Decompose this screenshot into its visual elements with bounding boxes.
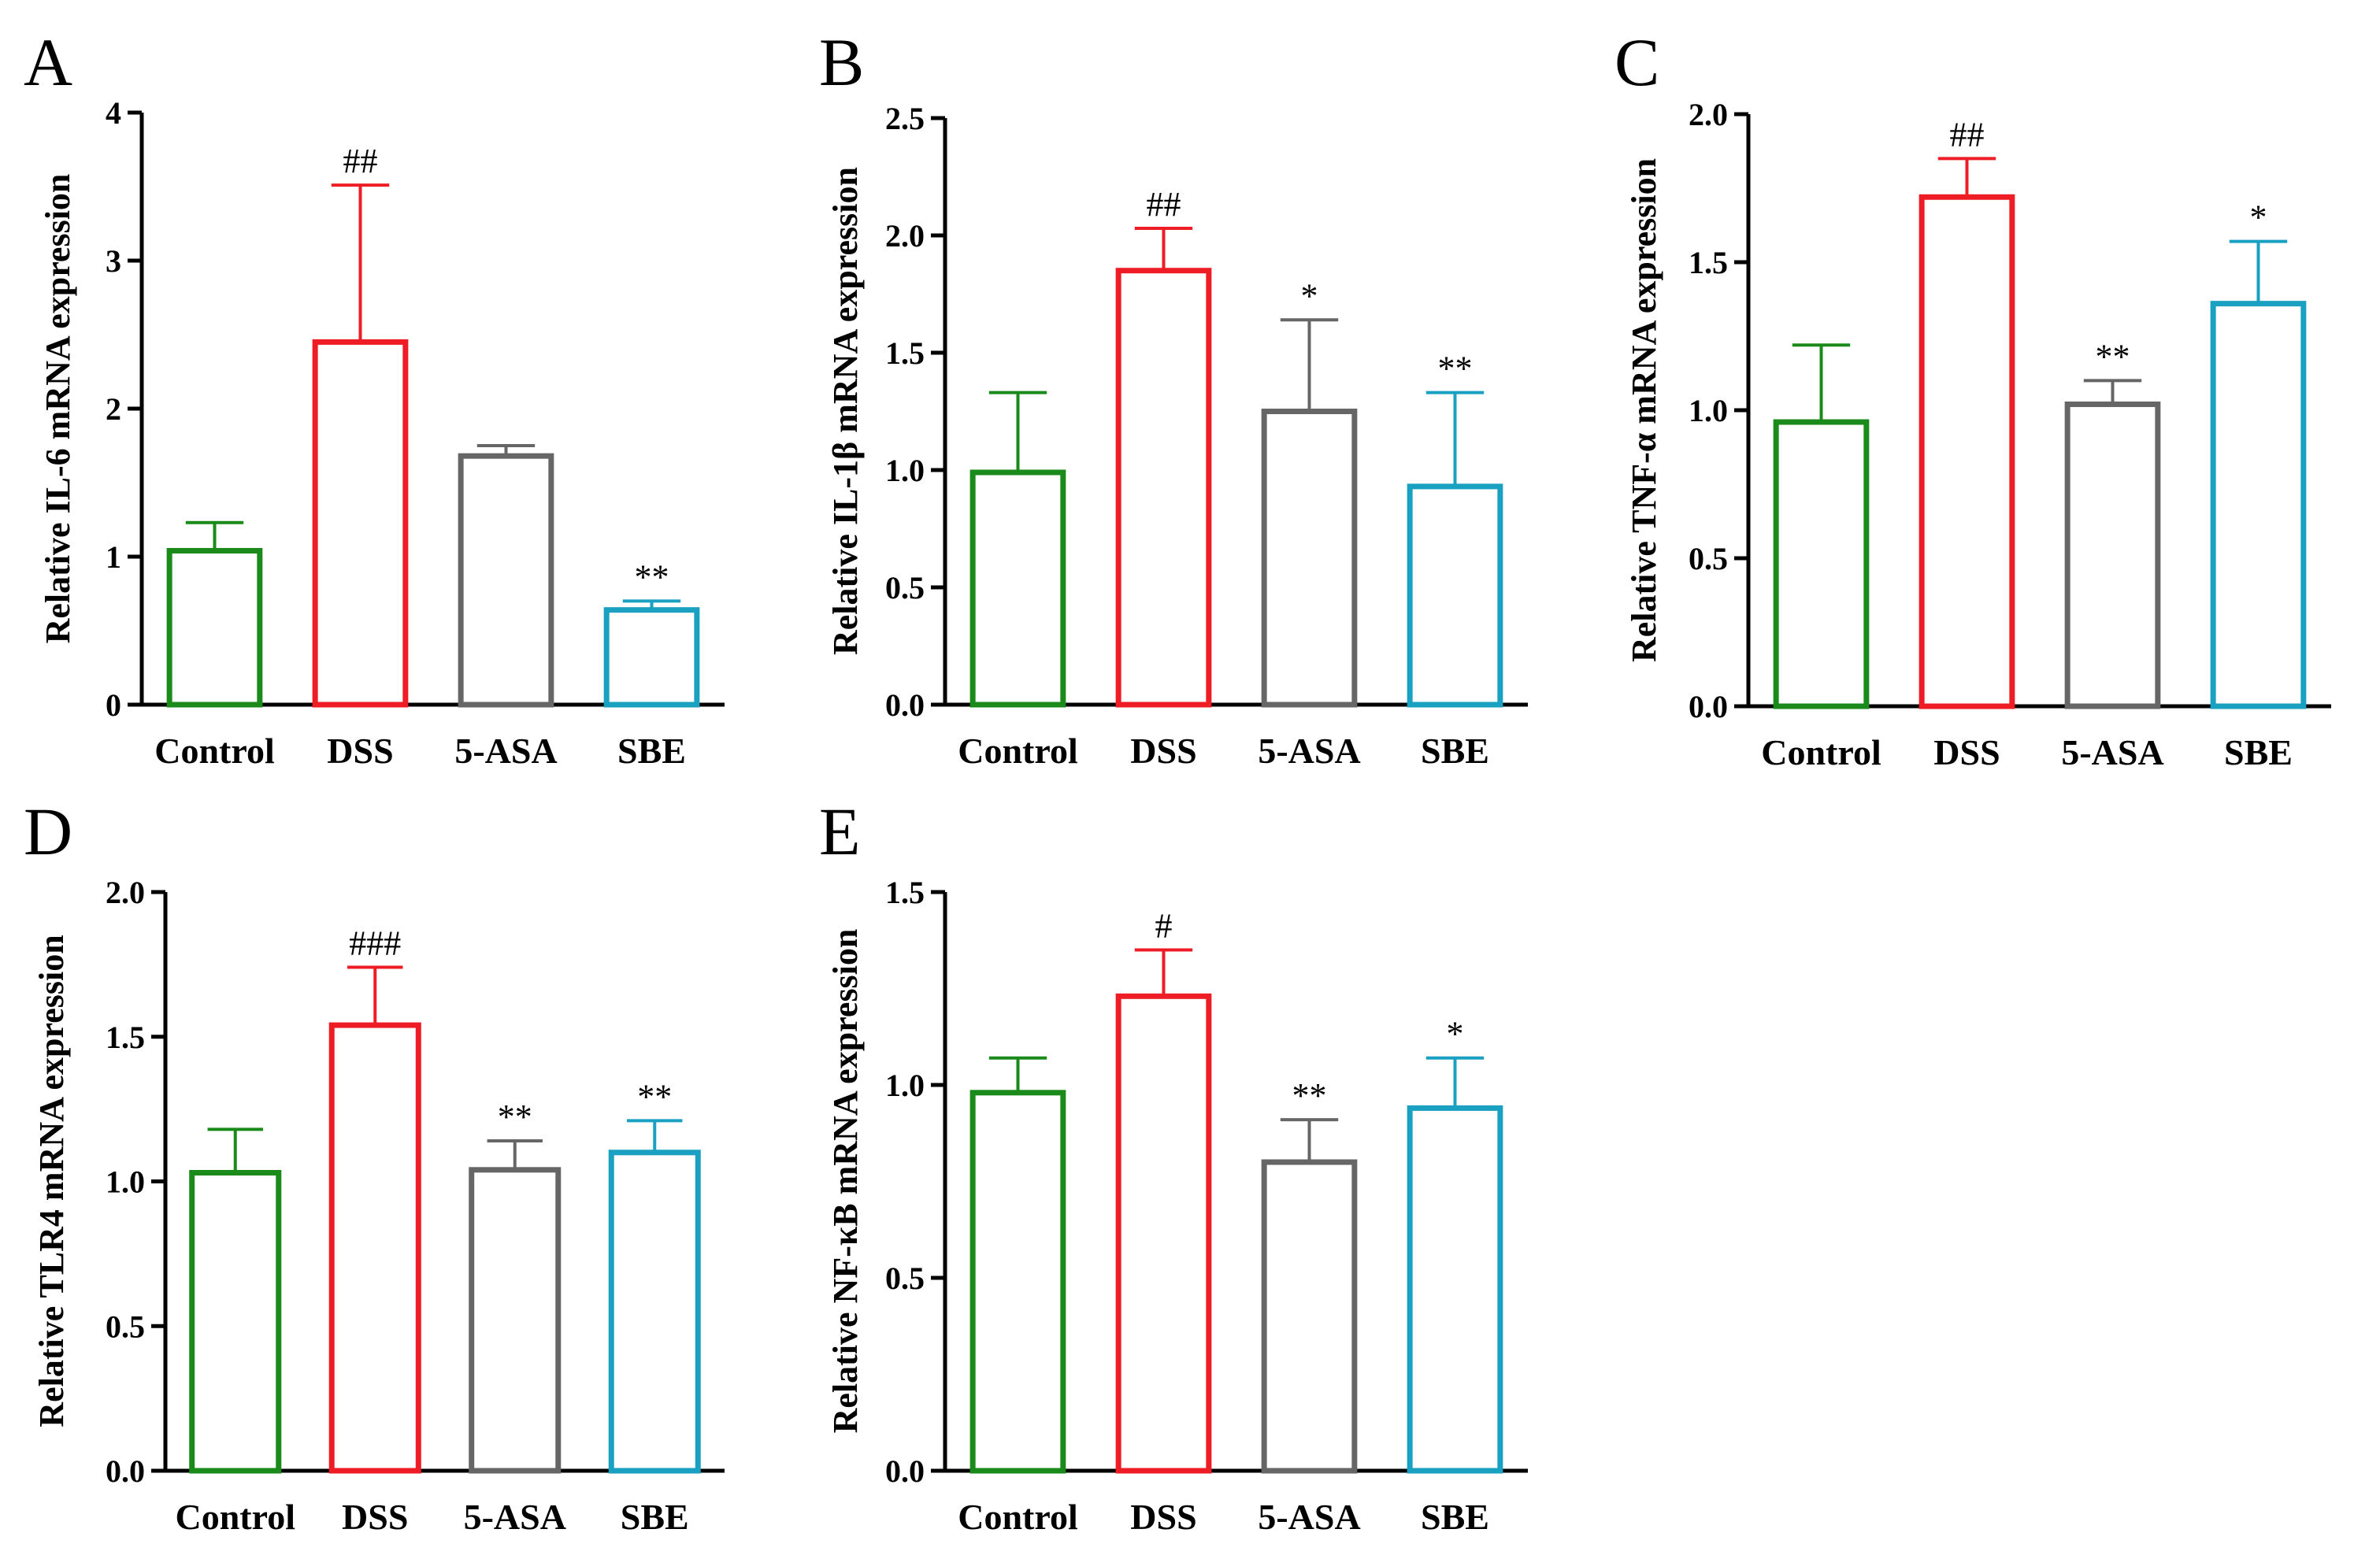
y-tick-label-b: 2.5	[885, 101, 925, 136]
bar-b	[1407, 483, 1503, 708]
y-tick-label-b: 1.0	[885, 453, 925, 488]
y-tick-label-b: 0.5	[885, 570, 925, 605]
y-tick-label-d: 0.0	[106, 1453, 145, 1489]
panel-letter-e: E	[819, 794, 861, 869]
bar-d	[328, 1022, 421, 1474]
significance-label-d: **	[637, 1077, 672, 1116]
y-tick-label-c: 1.0	[1689, 393, 1728, 428]
y-tick-label-d: 0.5	[106, 1309, 145, 1344]
y-tick-label-c: 0.5	[1689, 541, 1728, 576]
y-axis-title-d: Relative TLR4 mRNA expression	[32, 935, 71, 1427]
x-category-label-b: Control	[958, 731, 1078, 771]
bar-e	[1261, 1159, 1358, 1474]
bar-e	[1407, 1105, 1503, 1474]
y-axis-title-e: Relative NF-κB mRNA expression	[826, 929, 865, 1434]
y-tick-label-a: 0	[106, 687, 121, 723]
y-tick-label-e: 0.5	[885, 1261, 925, 1296]
y-tick-label-a: 4	[106, 95, 121, 131]
x-category-label-e: Control	[958, 1497, 1078, 1537]
y-tick-label-e: 0.0	[885, 1453, 925, 1489]
y-tick-label-c: 1.5	[1689, 245, 1728, 280]
y-tick-label-b: 2.0	[885, 218, 925, 254]
panel-b: B Relative IL-1β mRNA expression 0.0 0.5 1…	[819, 24, 1528, 771]
y-tick-label-d: 1.0	[106, 1164, 145, 1200]
bar-a	[458, 453, 554, 708]
bar-a	[603, 607, 700, 708]
x-category-label-d: DSS	[342, 1497, 408, 1537]
x-category-label-a: SBE	[617, 731, 686, 771]
x-category-label-b: SBE	[1421, 731, 1489, 771]
x-category-label-d: Control	[176, 1497, 296, 1537]
x-category-label-e: DSS	[1130, 1497, 1196, 1537]
x-category-label-c: 5-ASA	[2061, 732, 2163, 772]
y-tick-label-e: 1.0	[885, 1068, 925, 1103]
y-tick-label-c: 2.0	[1689, 97, 1728, 132]
y-axis-title-a: Relative IL-6 mRNA expression	[39, 174, 77, 644]
bar-b	[1115, 268, 1212, 708]
x-category-label-e: 5-ASA	[1258, 1497, 1360, 1537]
y-tick-label-a: 2	[106, 391, 121, 427]
bar-c	[2064, 401, 2161, 709]
y-tick-label-d: 1.5	[106, 1020, 145, 1055]
significance-label-b: *	[1301, 276, 1318, 315]
bar-d	[189, 1169, 282, 1474]
bar-b	[1261, 409, 1358, 708]
x-category-label-d: SBE	[621, 1497, 689, 1537]
bar-c	[1773, 419, 1870, 709]
significance-label-a: ##	[343, 142, 378, 180]
y-tick-label-b: 1.5	[885, 335, 925, 371]
significance-label-c: ##	[1950, 115, 1985, 154]
panel-letter-d: D	[24, 794, 72, 869]
significance-label-a: **	[635, 557, 669, 596]
x-category-label-b: DSS	[1130, 731, 1196, 771]
x-category-label-a: 5-ASA	[454, 731, 557, 771]
bar-d	[469, 1167, 562, 1474]
significance-label-e: #	[1155, 907, 1173, 946]
bar-e	[1115, 993, 1212, 1474]
bar-c	[1918, 194, 2015, 709]
significance-label-c: *	[2250, 198, 2267, 237]
bar-e	[969, 1090, 1066, 1474]
bar-b	[969, 469, 1066, 708]
y-tick-label-d: 2.0	[106, 875, 145, 910]
x-category-label-c: DSS	[1933, 732, 2000, 772]
panel-letter-a: A	[24, 24, 72, 100]
significance-label-e: *	[1447, 1015, 1464, 1053]
y-tick-label-c: 0.0	[1689, 689, 1728, 724]
significance-label-d: **	[498, 1098, 532, 1136]
y-axis-title-c: Relative TNF-α mRNA expression	[1625, 158, 1663, 662]
panel-letter-b: B	[819, 24, 864, 100]
x-category-label-b: 5-ASA	[1258, 731, 1360, 771]
panel-a: A Relative IL-6 mRNA expression 0 1 2 3 4 Con…	[24, 24, 725, 771]
x-category-label-a: Control	[154, 731, 275, 771]
panel-letter-c: C	[1614, 24, 1659, 100]
x-category-label-a: DSS	[327, 731, 393, 771]
bar-a	[312, 339, 409, 708]
x-category-label-d: 5-ASA	[464, 1497, 566, 1537]
bar-a	[166, 547, 263, 708]
bar-d	[608, 1150, 701, 1474]
significance-label-b: **	[1438, 350, 1473, 388]
panel-d: D Relative TLR4 mRNA expression 0.0 0.5 1.…	[24, 794, 725, 1537]
significance-label-c: **	[2096, 337, 2130, 376]
y-axis-title-b: Relative IL-1β mRNA expression	[826, 167, 865, 655]
y-tick-label-e: 1.5	[885, 875, 925, 910]
bar-c	[2210, 301, 2307, 709]
significance-label-b: ##	[1147, 185, 1181, 224]
panel-e: E Relative NF-κB mRNA expression 0.0 0.5 1…	[819, 794, 1528, 1537]
y-tick-label-b: 0.0	[885, 687, 925, 723]
significance-label-d: ###	[349, 924, 401, 963]
x-category-label-e: SBE	[1421, 1497, 1489, 1537]
panel-c: C Relative TNF-α mRNA expression 0.0 0.5 1…	[1614, 24, 2331, 772]
x-category-label-c: Control	[1761, 732, 1881, 772]
y-tick-label-a: 1	[106, 539, 121, 575]
y-tick-label-a: 3	[106, 243, 121, 279]
x-category-label-c: SBE	[2224, 732, 2293, 772]
significance-label-e: **	[1292, 1076, 1327, 1115]
